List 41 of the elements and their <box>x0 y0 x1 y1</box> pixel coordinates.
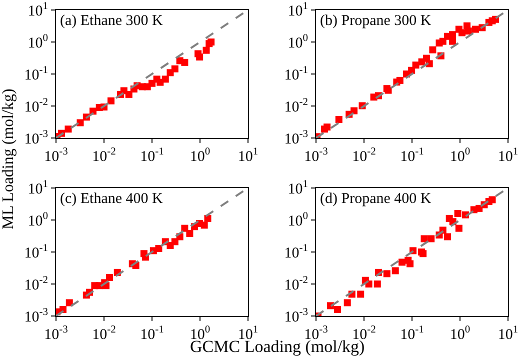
x-tick-label: 10$^{-3}$ <box>304 146 328 165</box>
x-tick-label: 10$^{-1}$ <box>140 146 164 165</box>
y-tick-label: 10$^{-3}$ <box>24 128 48 148</box>
y-tick-label: 10$^{-2}$ <box>24 274 48 294</box>
y-tick-label: 10$^{1}$ <box>288 178 308 198</box>
y-tick-label: 10$^{-3}$ <box>284 128 308 148</box>
y-tick-label: 10$^{-1}$ <box>284 64 308 84</box>
x-tick-label: 10$^{-2}$ <box>352 146 376 165</box>
y-tick-label: 10$^{1}$ <box>288 0 308 20</box>
x-tick-label: 10$^{-1}$ <box>140 324 164 343</box>
y-tick-label: 10$^{-2}$ <box>284 96 308 116</box>
x-tick-label: 10$^{1}$ <box>498 324 518 343</box>
chart-title: (d) Propane 400 K <box>320 191 432 207</box>
x-tick-label: 10$^{-1}$ <box>400 146 424 165</box>
x-tick-label: 10$^{0}$ <box>450 146 470 165</box>
y-tick-label: 10$^{1}$ <box>28 0 48 20</box>
x-tick-label: 10$^{0}$ <box>450 324 470 343</box>
y-tick-label: 10$^{1}$ <box>28 178 48 198</box>
chart-title: (c) Ethane 400 K <box>60 191 164 207</box>
chart-title: (b) Propane 300 K <box>320 13 432 29</box>
y-tick-label: 10$^{-2}$ <box>24 96 48 116</box>
x-tick-label: 10$^{1}$ <box>498 146 518 165</box>
x-tick-label: 10$^{0}$ <box>190 146 210 165</box>
x-tick-label: 10$^{-3}$ <box>44 146 68 165</box>
y-tick-label: 10$^{0}$ <box>28 32 48 52</box>
x-tick-label: 10$^{-2}$ <box>92 324 116 343</box>
chart-title: (a) Ethane 300 K <box>60 13 164 29</box>
x-tick-label: 10$^{-2}$ <box>92 146 116 165</box>
x-tick-label: 10$^{-1}$ <box>400 324 424 343</box>
y-tick-label: 10$^{-1}$ <box>284 242 308 262</box>
x-tick-label: 10$^{-3}$ <box>44 324 68 343</box>
y-tick-label: 10$^{-2}$ <box>284 274 308 294</box>
y-tick-label: 10$^{-3}$ <box>284 306 308 326</box>
y-tick-label: 10$^{0}$ <box>28 210 48 230</box>
y-axis-title: ML Loading (mol/kg) <box>0 88 18 232</box>
y-tick-label: 10$^{-1}$ <box>24 64 48 84</box>
y-tick-label: 10$^{-3}$ <box>24 306 48 326</box>
y-tick-label: 10$^{-1}$ <box>24 242 48 262</box>
y-tick-label: 10$^{0}$ <box>288 210 308 230</box>
x-tick-label: 10$^{1}$ <box>238 146 258 165</box>
y-tick-label: 10$^{0}$ <box>288 32 308 52</box>
